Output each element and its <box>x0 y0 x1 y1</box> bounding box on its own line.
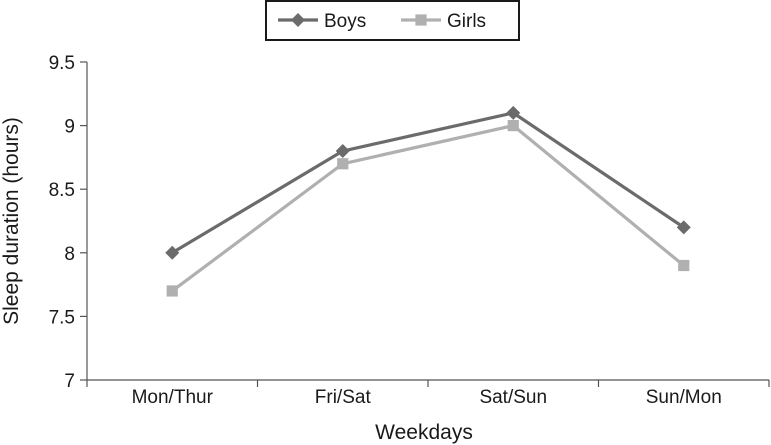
x-axis-title: Weekdays <box>375 421 473 444</box>
axes: 7 7.5 8 8.5 9 9.5 Mon/Thur Fri/Sat Sat/Sun Sun/M… <box>49 53 770 408</box>
x-tick-label: Fri/Sat <box>315 387 372 408</box>
y-tick-label: 7 <box>64 371 75 392</box>
y-tick-label: 8 <box>64 244 75 265</box>
data-point-square <box>678 259 690 272</box>
y-tick-label: 7.5 <box>49 307 75 328</box>
x-tick-label: Mon/Thur <box>132 387 214 408</box>
series-line-girls <box>171 123 685 293</box>
data-point-square <box>415 14 427 26</box>
data-point-diamond <box>506 105 521 120</box>
y-tick-label: 9 <box>64 117 75 138</box>
x-tick-label: Sat/Sun <box>479 387 547 408</box>
series-line-boys <box>171 111 685 255</box>
y-tick-label: 8.5 <box>49 180 75 201</box>
data-point-square <box>337 158 349 170</box>
legend-label: Girls <box>447 11 486 32</box>
legend-label: Boys <box>324 11 366 32</box>
x-tick-label: Sun/Mon <box>646 387 722 408</box>
data-point-diamond <box>165 245 180 260</box>
data-point-square <box>166 285 178 297</box>
data-point-diamond <box>291 13 305 27</box>
legend: Boys Girls <box>265 0 520 41</box>
data-point-diamond <box>335 144 350 159</box>
series-layer <box>165 105 691 297</box>
data-point-square <box>507 120 519 132</box>
data-point-diamond <box>676 220 691 235</box>
y-axis-title: Sleep duration (hours) <box>0 117 23 325</box>
y-tick-label: 9.5 <box>49 53 75 74</box>
